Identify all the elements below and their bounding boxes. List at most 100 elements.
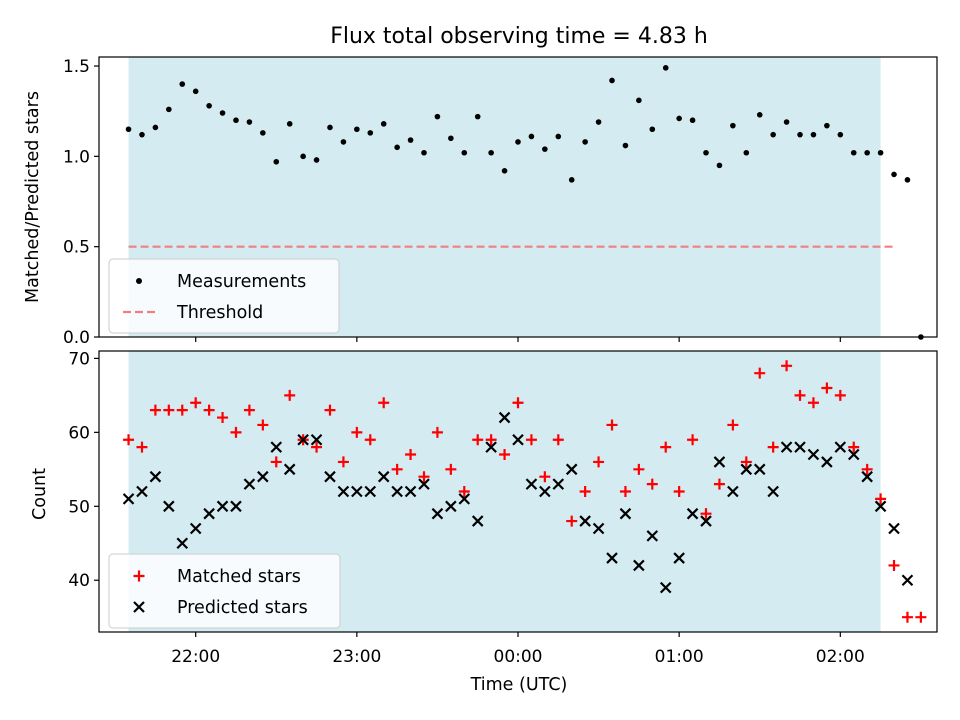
matched-star-point: [687, 434, 699, 446]
count-y-tick-label: 70: [68, 349, 90, 369]
measurement-point: [837, 131, 844, 138]
ratio-y-axis-label: Matched/Predicted stars: [23, 91, 43, 303]
matched-star-point: [364, 434, 376, 446]
matched-star-point: [431, 426, 443, 438]
predicted-star-point: [431, 507, 444, 520]
measurement-point: [206, 102, 212, 109]
matched-star-point: [646, 478, 658, 490]
matched-star-point: [525, 434, 537, 446]
measurement-point: [246, 119, 253, 125]
measurement-point: [676, 115, 682, 122]
predicted-star-point: [176, 537, 189, 550]
predicted-star-point: [458, 493, 471, 505]
matched-star-point: [740, 456, 752, 468]
predicted-star-point: [700, 515, 712, 527]
predicted-star-point: [351, 485, 363, 498]
matched-star-point: [378, 397, 390, 409]
ratio-y-tick-label: 0.5: [63, 238, 90, 258]
predicted-star-point: [324, 470, 336, 483]
predicted-star-point: [377, 470, 390, 483]
ratio-y-tick-label: 1.5: [63, 57, 90, 77]
matched-star-point: [499, 449, 511, 461]
predicted-star-point: [807, 448, 820, 461]
measurement-point: [528, 133, 535, 140]
legend-label: Measurements: [177, 272, 306, 292]
matched-star-point: [566, 515, 578, 527]
measurement-point: [756, 112, 763, 118]
matched-star-point: [136, 441, 148, 453]
predicted-star-point: [579, 515, 591, 527]
matched-star-point: [713, 478, 725, 490]
predicted-star-point: [122, 493, 135, 505]
predicted-star-point: [364, 485, 377, 498]
matched-star-point: [807, 397, 819, 409]
predicted-star-point: [834, 441, 847, 453]
predicted-star-point: [337, 485, 350, 498]
legend-box: [108, 258, 340, 334]
predicted-star-point: [270, 441, 283, 453]
predicted-star-point: [713, 456, 726, 468]
count-y-axis-label: Count: [30, 468, 50, 520]
matched-star-point: [888, 559, 900, 571]
matched-star-point: [848, 441, 860, 453]
predicted-star-point: [230, 500, 242, 513]
predicted-star-point: [471, 515, 484, 527]
matched-star-point: [619, 486, 631, 497]
measurement-point: [354, 126, 360, 133]
x-axis-label: Time (UTC): [470, 675, 568, 695]
ratio-panel: 0.0 0.5 1.0 1.5 Measurements Threshold: [63, 56, 938, 348]
measurement-point: [810, 131, 817, 138]
matched-star-point: [861, 463, 873, 475]
measurement-point: [125, 126, 132, 133]
measurement-point: [448, 135, 454, 142]
matched-star-point: [673, 486, 685, 497]
measurement-point: [850, 149, 857, 156]
measurement-point: [139, 131, 145, 138]
matched-star-point: [794, 389, 806, 401]
predicted-star-point: [136, 485, 148, 498]
predicted-star-point: [257, 470, 269, 483]
matched-star-point: [727, 419, 739, 431]
measurement-point: [770, 131, 776, 138]
predicted-star-point: [485, 441, 497, 453]
predicted-star-point: [512, 433, 524, 446]
measurement-point: [743, 149, 750, 156]
matched-star-point: [311, 441, 323, 453]
predicted-star-point: [216, 500, 229, 513]
matched-star-point: [203, 404, 215, 416]
measurement-point: [421, 149, 427, 156]
matched-star-point: [472, 434, 484, 446]
measurement-point: [703, 149, 709, 156]
predicted-star-point: [189, 522, 202, 535]
predicted-star-point: [552, 478, 565, 490]
predicted-star-point: [283, 463, 296, 476]
x-tick-label: 23:00: [332, 647, 381, 667]
matched-star-point: [579, 486, 591, 497]
measurement-point: [797, 131, 803, 138]
predicted-star-point: [498, 411, 511, 424]
x-tick-label: 00:00: [494, 647, 543, 667]
measurement-point: [152, 124, 159, 131]
predicted-star-point: [686, 507, 699, 520]
predicted-star-point: [821, 456, 833, 468]
measurement-point: [555, 133, 562, 140]
matched-star-point: [123, 434, 135, 446]
predicted-star-point: [794, 441, 806, 453]
predicted-star-point: [149, 470, 162, 483]
predicted-star-point: [633, 559, 645, 572]
measurement-point: [891, 171, 897, 178]
predicted-star-point: [418, 478, 430, 490]
predicted-star-point: [619, 507, 632, 520]
measurement-point: [716, 162, 723, 169]
measurement-point: [394, 144, 400, 151]
matched-star-point: [391, 463, 403, 475]
measurement-point: [192, 88, 199, 95]
predicted-star-point: [901, 574, 914, 587]
matched-star-point: [834, 389, 846, 401]
predicted-star-point: [646, 530, 659, 542]
predicted-star-point: [727, 485, 739, 498]
measurement-point: [474, 113, 481, 120]
predicted-star-point: [525, 478, 538, 490]
measurement-point: [649, 126, 656, 133]
